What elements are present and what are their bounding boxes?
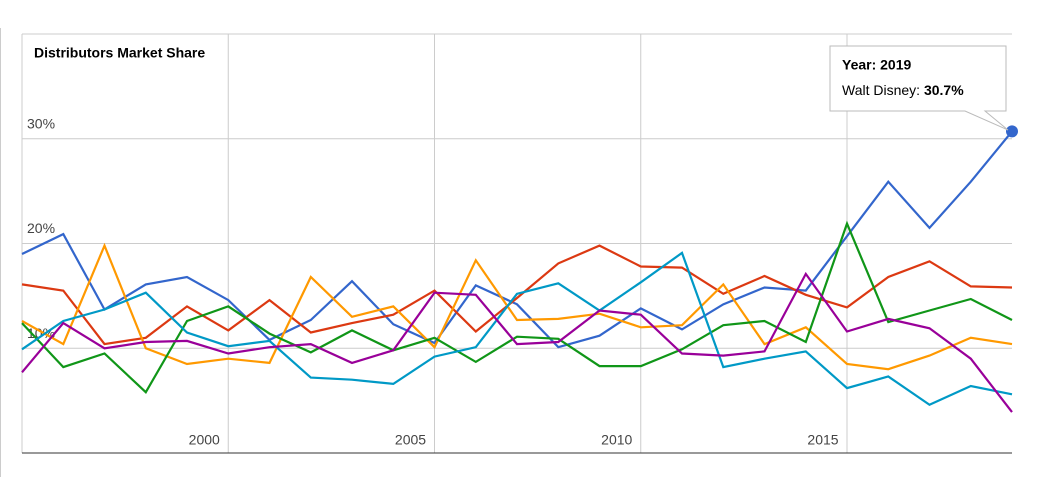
- x-tick-label: 2015: [807, 432, 838, 448]
- series-line: [21, 251, 1013, 407]
- highlight-point: [1006, 125, 1018, 138]
- series-line: [21, 244, 1013, 346]
- chart-title: Distributors Market Share: [34, 45, 205, 61]
- tooltip-title: Year: 2019: [842, 57, 911, 73]
- tooltip: Year: 2019 Walt Disney: 30.7%: [829, 45, 1009, 131]
- y-tick-label: 30%: [27, 115, 55, 131]
- series-line: [21, 220, 1013, 394]
- series-line: [21, 271, 1013, 413]
- plot: [21, 125, 1018, 413]
- x-tick-label: 2000: [189, 432, 220, 448]
- tooltip-value: 30.7%: [924, 82, 964, 98]
- y-tick-label: 20%: [27, 220, 55, 236]
- x-tick-label: 2005: [395, 432, 426, 448]
- series-line: [21, 130, 1013, 349]
- tooltip-label: Walt Disney:: [842, 82, 920, 98]
- tooltip-text: Walt Disney: 30.7%: [842, 82, 964, 98]
- tooltip-box: [829, 45, 1009, 131]
- x-tick-label: 2010: [601, 432, 632, 448]
- series-line: [21, 242, 1013, 371]
